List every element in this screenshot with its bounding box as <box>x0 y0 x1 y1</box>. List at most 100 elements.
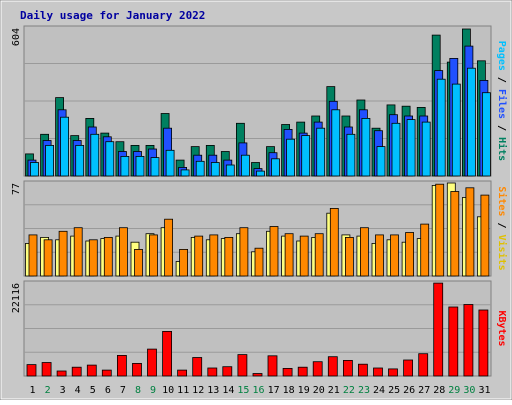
bar-kbytes-day-29 <box>448 306 459 377</box>
bar-kbytes-day-16 <box>252 373 263 377</box>
x-tick-label: 18 <box>283 385 295 396</box>
axis-label-sites: Sites <box>496 186 508 216</box>
chart-title: Daily usage for January 2022 <box>20 9 205 22</box>
axis-label-hits: Hits <box>496 137 508 161</box>
bar-kbytes-day-18 <box>282 367 293 377</box>
bar-sites-day-13 <box>209 234 219 277</box>
bar-sites-day-6 <box>103 236 113 277</box>
bar-sites-day-19 <box>299 235 309 277</box>
panel-top: 604 Pages / Files / Hits <box>11 25 508 177</box>
right-axis-label: KBytes <box>496 310 507 346</box>
right-axis-label: Sites / Visits <box>496 186 508 270</box>
bar-kbytes-day-24 <box>373 367 383 377</box>
bar-sites-day-4 <box>73 227 83 277</box>
bar-pages-day-18 <box>286 138 296 177</box>
bar-pages-day-27 <box>421 121 431 177</box>
bar-sites-day-23 <box>359 227 369 277</box>
bar-pages-day-28 <box>436 78 446 177</box>
bar-pages-day-10 <box>165 149 175 177</box>
x-tick-label: 25 <box>388 385 400 396</box>
x-tick-label: 12 <box>192 385 204 396</box>
bar-sites-day-31 <box>480 194 490 277</box>
bar-pages-day-12 <box>195 160 205 177</box>
x-tick-label: 21 <box>328 385 340 396</box>
bar-kbytes-day-1 <box>26 364 37 377</box>
bar-pages-day-22 <box>346 133 356 177</box>
bar-kbytes-day-3 <box>56 370 67 377</box>
bar-kbytes-day-20 <box>312 361 323 377</box>
bar-pages-day-13 <box>210 162 220 177</box>
bar-kbytes-day-21 <box>327 356 338 377</box>
bar-pages-day-15 <box>240 154 250 177</box>
x-tick-label: 4 <box>75 385 81 396</box>
bar-pages-day-29 <box>451 83 461 177</box>
bar-kbytes-day-5 <box>86 364 97 377</box>
axis-label-visits: Visits <box>496 235 508 271</box>
bar-pages-day-9 <box>150 157 160 177</box>
axis-label-files: Files <box>496 89 508 119</box>
bar-sites-day-7 <box>119 227 128 277</box>
x-tick-label: 31 <box>478 385 490 396</box>
x-tick-label: 30 <box>463 385 475 396</box>
bar-kbytes-day-23 <box>357 363 368 377</box>
bar-sites-day-29 <box>450 191 460 277</box>
x-tick-label: 14 <box>222 385 234 396</box>
panel-mid: 77 Sites / Visits <box>11 180 508 277</box>
x-tick-label: 22 <box>343 385 355 396</box>
bar-kbytes-day-2 <box>41 362 52 377</box>
bar-kbytes-day-28 <box>433 282 444 377</box>
x-tick-label: 23 <box>358 385 370 396</box>
bar-kbytes-day-19 <box>297 366 308 377</box>
x-tick-label: 3 <box>60 385 66 396</box>
bar-pages-day-11 <box>180 169 190 177</box>
bar-sites-day-14 <box>224 236 234 277</box>
bar-pages-day-16 <box>256 170 265 177</box>
bar-kbytes-day-4 <box>71 366 82 377</box>
bar-pages-day-8 <box>135 155 145 177</box>
x-tick-label: 29 <box>448 385 460 396</box>
bar-sites-day-20 <box>314 233 324 277</box>
bar-pages-day-4 <box>75 144 85 177</box>
bar-pages-day-7 <box>120 155 130 177</box>
bar-kbytes-day-10 <box>162 330 173 377</box>
bar-sites-day-27 <box>420 223 430 277</box>
bar-sites-day-24 <box>375 234 384 277</box>
x-tick-label: 19 <box>298 385 310 396</box>
axis-label-separator: / <box>496 216 507 234</box>
bar-sites-day-26 <box>405 232 415 277</box>
bar-sites-day-28 <box>435 183 445 277</box>
bar-sites-day-21 <box>329 207 339 277</box>
bar-sites-day-10 <box>164 218 174 277</box>
bar-sites-day-9 <box>149 234 158 277</box>
bar-sites-day-25 <box>390 234 399 277</box>
y-axis-max-label: 77 <box>11 183 22 195</box>
bar-kbytes-day-14 <box>222 366 233 377</box>
bar-sites-day-12 <box>194 235 204 277</box>
x-tick-label: 26 <box>403 385 415 396</box>
bar-sites-day-17 <box>269 226 279 277</box>
bar-pages-day-3 <box>60 116 69 177</box>
bar-kbytes-day-26 <box>403 359 414 377</box>
bar-pages-day-6 <box>105 141 115 177</box>
x-tick-label: 6 <box>105 385 111 396</box>
bar-sites-day-5 <box>88 239 98 277</box>
bar-pages-day-23 <box>361 118 371 177</box>
bar-kbytes-day-7 <box>117 354 127 377</box>
x-tick-label: 24 <box>373 385 385 396</box>
bar-pages-day-25 <box>391 122 401 177</box>
x-tick-label: 11 <box>177 385 189 396</box>
series-kbytes <box>26 282 489 377</box>
bar-pages-day-31 <box>481 92 491 177</box>
bar-sites-day-15 <box>239 227 249 277</box>
bar-kbytes-day-30 <box>463 304 474 377</box>
panel-bot: 22116 KBytes <box>11 280 507 377</box>
bar-pages-day-1 <box>30 162 39 177</box>
axis-label-pages: Pages <box>496 41 507 71</box>
x-tick-label: 16 <box>252 385 264 396</box>
x-tick-label: 7 <box>120 385 126 396</box>
x-tick-label: 15 <box>237 385 249 396</box>
bar-kbytes-day-15 <box>237 354 248 377</box>
bar-kbytes-day-9 <box>147 348 157 377</box>
